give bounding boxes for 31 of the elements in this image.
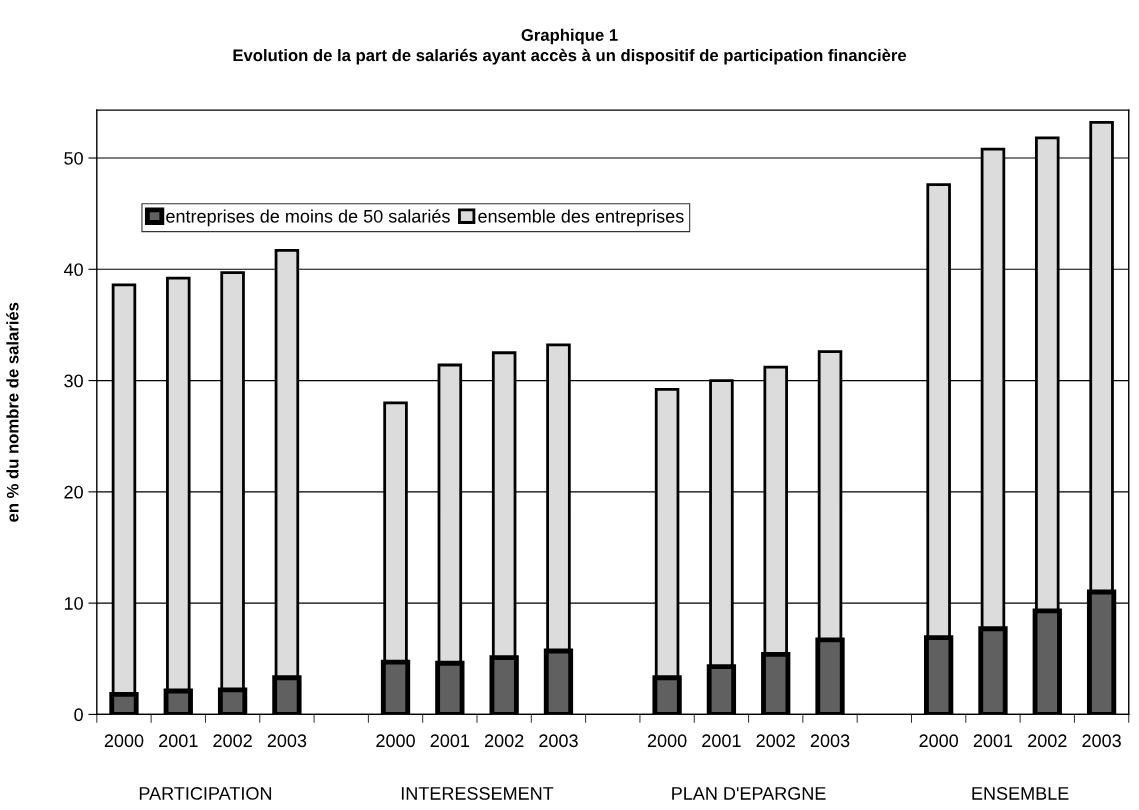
y-axis-title: en % du nombre de salariés — [6, 302, 19, 522]
y-tick-label: 50 — [64, 151, 83, 165]
x-tick-label: 2002 — [213, 734, 252, 748]
x-tick-label: 2002 — [1028, 734, 1067, 748]
text: PARTICIPATION — [139, 787, 272, 800]
x-tick-label: 2001 — [702, 734, 741, 748]
legend-label: entreprises de moins de 50 salariés — [166, 209, 450, 227]
y-tick-label: 10 — [64, 597, 83, 610]
x-tick-label: 2000 — [647, 734, 687, 748]
x-tick-label: 2001 — [159, 734, 198, 748]
text: PLAN D'EPARGNE — [672, 787, 826, 800]
x-tick-label: 2000 — [376, 734, 415, 748]
x-tick-label: 2000 — [104, 734, 144, 748]
x-tick-label: 2002 — [484, 734, 524, 748]
y-tick-label: 20 — [64, 485, 83, 499]
x-tick-label: 2001 — [973, 734, 1013, 748]
y-tick-label: 40 — [63, 263, 83, 277]
text: INTERESSEMENT — [401, 787, 554, 800]
x-tick-label: 2003 — [1082, 734, 1121, 748]
chart-subtitle: Evolution de la part de salariés ayant accès à un dispositif de participation financière — [233, 48, 907, 65]
y-tick-label: 0 — [74, 708, 83, 722]
x-tick-label: 2000 — [919, 734, 959, 748]
x-tick-label: 2003 — [539, 734, 578, 748]
x-tick-label: 2001 — [430, 734, 470, 748]
x-tick-label: 2003 — [267, 734, 307, 748]
chart-title: Graphique 1 — [521, 28, 618, 45]
x-tick-label: 2002 — [756, 734, 795, 748]
y-tick-label: 30 — [64, 374, 83, 388]
text: ENSEMBLE — [972, 787, 1069, 800]
legend-label: ensemble des entreprises — [478, 209, 684, 227]
x-tick-label: 2003 — [810, 734, 850, 748]
